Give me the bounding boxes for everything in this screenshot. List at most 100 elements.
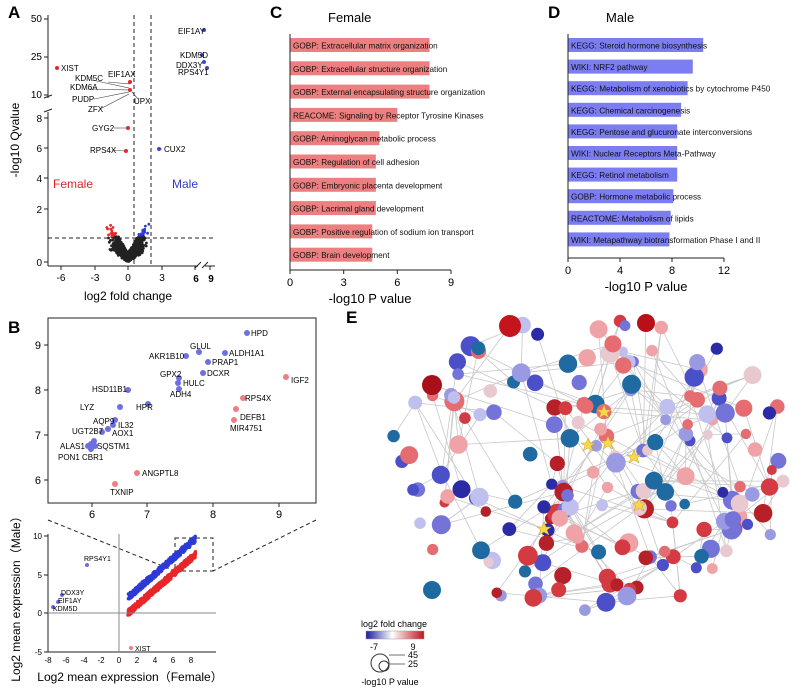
e-hub-stars <box>536 404 647 536</box>
network-node <box>622 374 642 394</box>
b-main-outlier <box>85 563 89 567</box>
network-edge <box>441 491 564 526</box>
b-gene-label: IGF2 <box>291 376 309 385</box>
volcano-dot <box>135 239 139 243</box>
b-point <box>196 349 202 355</box>
b-main-dot <box>169 555 173 560</box>
network-node <box>724 511 742 528</box>
network-edge <box>603 411 713 421</box>
network-node <box>531 327 545 341</box>
b-point <box>233 406 239 412</box>
network-node <box>554 567 572 585</box>
bar <box>568 102 682 117</box>
volcano-dot <box>139 246 143 249</box>
bar-label: WIKI: NRF2 pathway <box>571 63 648 72</box>
b-point <box>88 446 94 452</box>
b-point <box>175 380 181 386</box>
bar <box>568 124 678 139</box>
a-point-eif1ay <box>202 28 206 32</box>
b-gene-label: UGT2B7 <box>72 427 104 436</box>
volcano-dot <box>147 222 151 226</box>
network-edge <box>644 434 709 510</box>
b-main-xtick: -4 <box>80 656 88 665</box>
a-point-eif1ax <box>128 80 132 84</box>
network-node <box>422 375 442 395</box>
volcano-dot <box>111 238 115 242</box>
b-gene-label: RPS4X <box>245 394 272 403</box>
network-node <box>579 604 591 616</box>
a-gene-label: KDM6A <box>70 83 98 92</box>
b-main-dot <box>140 599 145 604</box>
c-xtick: 3 <box>341 277 347 289</box>
network-edge <box>543 445 597 508</box>
b-main-dot <box>173 557 178 561</box>
network-node <box>578 349 596 367</box>
bar-label: WIKI: Metapathway biotransformation Phas… <box>571 236 760 245</box>
b-main-dot <box>130 591 134 596</box>
volcano-dot <box>114 231 117 235</box>
b-main-dot <box>147 575 151 579</box>
a-xtick: -6 <box>57 273 66 284</box>
b-zoom-ytick: 6 <box>35 475 41 487</box>
network-node <box>656 483 675 501</box>
network-node <box>734 481 746 493</box>
b-main-outlier <box>129 646 133 650</box>
bar-label: GOBP: Extracellular matrix organization <box>293 42 438 51</box>
bar-label: GOBP: Hormone metabolic process <box>571 193 701 202</box>
a-gene-label: RPS4Y1 <box>178 68 209 77</box>
network-node <box>486 404 502 421</box>
e-star <box>536 521 552 536</box>
b-point <box>176 375 182 381</box>
b-main-dot <box>157 584 161 588</box>
network-node <box>717 486 729 498</box>
b-main-gene-label: EIF1AY <box>58 598 82 605</box>
b-gene-label: LYZ <box>80 403 94 412</box>
panel-d: D Male KEGG: Steroid hormone biosynthesi… <box>548 3 771 294</box>
b-main-xtick: -8 <box>44 656 52 665</box>
d-bars: KEGG: Steroid hormone biosynthesis WIKI: … <box>568 38 771 247</box>
a-ytick: 2 <box>36 205 42 216</box>
b-zoom-xtick: 8 <box>210 509 216 521</box>
panel-c-letter: C <box>270 3 282 22</box>
b-main-dot <box>137 600 141 605</box>
network-edge <box>493 411 558 464</box>
b-main-dot <box>170 572 175 576</box>
b-main-dot <box>151 587 155 591</box>
network-node <box>427 543 439 556</box>
volcano-dot <box>114 236 118 240</box>
b-point <box>145 401 151 407</box>
b-main-dot <box>153 573 157 578</box>
bar <box>290 154 376 169</box>
volcano-dot <box>115 248 118 252</box>
network-node <box>678 426 694 442</box>
network-node <box>702 429 713 440</box>
network-edge <box>666 406 725 522</box>
network-edge <box>509 483 552 530</box>
bar <box>568 59 693 74</box>
network-node <box>549 455 565 472</box>
b-main-dot <box>144 597 148 601</box>
d-xtick: 12 <box>718 265 730 277</box>
bar <box>568 232 670 247</box>
network-edge <box>457 361 555 408</box>
b-main-dot <box>193 551 197 556</box>
network-edge <box>414 402 443 474</box>
b-zoom-frame <box>47 317 317 504</box>
e-size-legend-label: -log10 P value <box>361 677 418 687</box>
bar <box>568 167 678 182</box>
b-main-dot <box>136 605 140 609</box>
a-ytick: 8 <box>36 114 42 125</box>
volcano-dot <box>137 252 141 256</box>
bar <box>568 81 688 96</box>
volcano-dot <box>107 233 110 237</box>
e-size-legend-big <box>370 653 390 673</box>
network-edge <box>524 536 578 572</box>
network-node <box>522 446 538 462</box>
network-node <box>666 516 679 529</box>
a-female-label: Female <box>53 177 93 191</box>
network-edge <box>563 408 566 493</box>
network-node <box>604 335 622 353</box>
b-main-dot <box>169 576 173 580</box>
b-main-dot <box>188 539 192 543</box>
volcano-dot <box>117 246 120 250</box>
